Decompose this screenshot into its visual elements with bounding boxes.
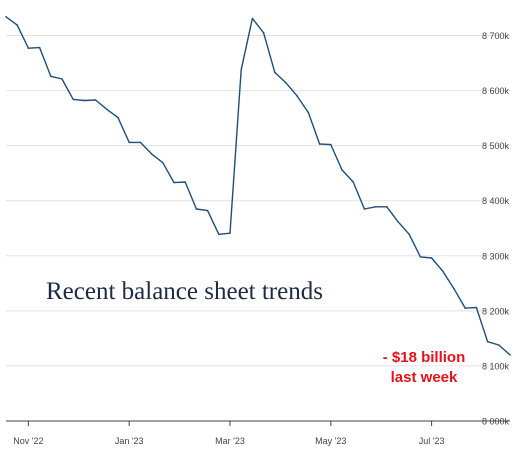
- data-point: [173, 181, 175, 184]
- grid-lines: [6, 35, 510, 367]
- data-point: [117, 116, 119, 119]
- data-point: [206, 209, 209, 212]
- y-tick-label-8700: 8 700k: [482, 31, 510, 41]
- x-tick-label: Jul '23: [419, 436, 445, 446]
- y-tick-label-8400: 8 400k: [482, 196, 510, 206]
- balance-sheet-line: [5, 16, 511, 356]
- data-point: [464, 307, 467, 309]
- data-point: [374, 206, 377, 208]
- y-tick-label-8600: 8 600k: [482, 86, 510, 96]
- data-point: [274, 71, 276, 74]
- data-point: [184, 181, 186, 183]
- data-point: [318, 143, 321, 145]
- data-point: [16, 24, 19, 26]
- y-tick-label-8200: 8 200k: [482, 306, 510, 316]
- data-point: [162, 161, 164, 164]
- data-point: [363, 208, 366, 210]
- x-tick-label: Jan '23: [115, 436, 144, 446]
- data-points: [5, 15, 511, 356]
- data-point: [106, 108, 108, 111]
- y-tick-label-8100: 8 100k: [482, 361, 510, 371]
- data-point: [262, 32, 265, 34]
- data-point: [5, 15, 7, 18]
- data-point: [229, 232, 231, 234]
- data-point: [27, 47, 30, 49]
- data-point: [408, 233, 411, 236]
- data-point: [83, 99, 86, 102]
- data-point: [419, 256, 422, 258]
- x-tick-label: May '23: [315, 436, 346, 446]
- data-point: [285, 82, 287, 84]
- data-point: [397, 220, 399, 223]
- x-tick-label: Nov '22: [13, 436, 43, 446]
- y-tick-label-8500: 8 500k: [482, 141, 510, 151]
- weekly-change-annotation-line2: last week: [391, 369, 458, 386]
- x-axis-ticks: Nov '22 Jan '23 Mar '23 May '23 Jul '23: [13, 421, 444, 446]
- data-point: [453, 288, 455, 290]
- data-point: [430, 257, 433, 259]
- data-point: [72, 98, 74, 101]
- data-point: [38, 46, 41, 49]
- data-point: [296, 95, 299, 97]
- data-point: [61, 78, 63, 80]
- data-point: [94, 99, 97, 101]
- data-point: [330, 143, 332, 146]
- data-point: [195, 208, 198, 210]
- data-point: [139, 141, 142, 144]
- data-point: [442, 270, 444, 273]
- data-point: [509, 354, 511, 356]
- y-tick-label-8000: 8 000k: [482, 417, 510, 427]
- data-point: [218, 233, 220, 236]
- y-axis-ticks: 8 000k 8 100k 8 200k 8 300k 8 400k 8 500k 8 60…: [482, 31, 510, 426]
- data-point: [128, 141, 130, 144]
- weekly-change-annotation-line1: - $18 billion: [383, 349, 466, 366]
- data-point: [498, 344, 500, 346]
- x-tick-label: Mar '23: [215, 436, 245, 446]
- data-point: [50, 75, 52, 78]
- data-point: [341, 169, 343, 171]
- data-point: [486, 340, 489, 343]
- data-point: [251, 17, 254, 20]
- data-point: [352, 181, 355, 183]
- data-point: [307, 111, 310, 114]
- y-tick-label-8300: 8 300k: [482, 251, 510, 261]
- chart-title: Recent balance sheet trends: [46, 278, 323, 305]
- data-point: [386, 206, 388, 208]
- data-point: [475, 306, 478, 309]
- data-point: [240, 68, 242, 71]
- data-point: [150, 153, 153, 155]
